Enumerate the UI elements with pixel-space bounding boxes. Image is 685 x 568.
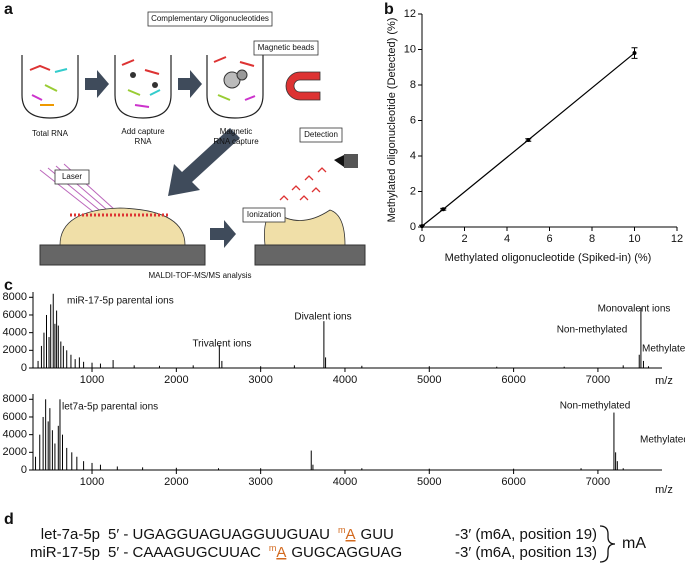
x-axis-label: m/z bbox=[655, 375, 673, 387]
y-axis-label: Methylated oligonucleotide (Detected) (%… bbox=[386, 18, 398, 223]
panel-label: b bbox=[384, 1, 394, 18]
seq-prefix: 5′ - UGAGGUAGUAGGUUGUAU bbox=[108, 526, 330, 543]
diagram-label: Add capture bbox=[121, 127, 165, 136]
diagram-label: Laser bbox=[62, 172, 82, 181]
x-tick-label: 6 bbox=[546, 233, 552, 245]
seq-suffix: GUU bbox=[361, 526, 394, 543]
x-tick-label: 4 bbox=[504, 233, 510, 245]
x-tick-label: 1000 bbox=[80, 374, 104, 386]
diagram-label: RNA bbox=[135, 137, 153, 146]
y-tick-label: 4 bbox=[410, 150, 416, 162]
point bbox=[420, 224, 424, 229]
seq-end: -3′ (m6A, position 13) bbox=[455, 544, 597, 561]
y-tick-label: 4000 bbox=[3, 429, 27, 441]
mod-base: A bbox=[276, 544, 286, 561]
x-tick-label: 0 bbox=[419, 233, 425, 245]
x-tick-label: 4000 bbox=[333, 476, 357, 488]
annotation: miR-17-5p parental ions bbox=[67, 296, 174, 307]
y-tick-label: 8 bbox=[410, 79, 416, 91]
x-tick-label: 6000 bbox=[501, 374, 525, 386]
diagram-label: Detection bbox=[304, 130, 338, 139]
annotation: Non-methylated bbox=[560, 401, 631, 412]
x-tick-label: 1000 bbox=[80, 476, 104, 488]
y-tick-label: 8000 bbox=[3, 393, 27, 405]
point bbox=[632, 51, 637, 56]
x-tick-label: 5000 bbox=[417, 476, 441, 488]
diagram-label: Complementary Oligonucleotides bbox=[151, 14, 269, 23]
diagram-label: Magnetic bbox=[220, 127, 252, 136]
x-tick-label: 7000 bbox=[586, 374, 610, 386]
seq-prefix: 5′ - CAAAGUGCUUAC bbox=[108, 544, 261, 561]
x-axis-label: m/z bbox=[655, 484, 673, 496]
diagram-label: MALDI-TOF-MS/MS analysis bbox=[149, 271, 252, 280]
diagram-label: Total RNA bbox=[32, 129, 69, 138]
panel-label: c bbox=[4, 277, 13, 294]
y-tick-label: 6 bbox=[410, 114, 416, 126]
annotation: Trivalent ions bbox=[192, 339, 251, 350]
annotation: Non-methylated bbox=[557, 325, 628, 336]
y-tick-label: 6000 bbox=[3, 309, 27, 321]
x-tick-label: 5000 bbox=[417, 374, 441, 386]
x-tick-label: 2000 bbox=[164, 476, 188, 488]
x-tick-label: 2000 bbox=[164, 374, 188, 386]
y-tick-label: 4000 bbox=[3, 327, 27, 339]
x-tick-label: 4000 bbox=[333, 374, 357, 386]
y-tick-label: 10 bbox=[404, 43, 416, 55]
x-tick-label: 6000 bbox=[501, 476, 525, 488]
annotation: Monovalent ions bbox=[598, 304, 671, 315]
diagram-label: RNA capture bbox=[213, 137, 259, 146]
y-tick-label: 12 bbox=[404, 8, 416, 20]
bracket-label: mA bbox=[622, 535, 646, 552]
y-tick-label: 0 bbox=[410, 221, 416, 233]
x-tick-label: 2 bbox=[461, 233, 467, 245]
annotation: Methylated bbox=[640, 435, 685, 446]
annotation: let7a-5p parental ions bbox=[62, 402, 158, 413]
y-tick-label: 6000 bbox=[3, 411, 27, 423]
x-tick-label: 8 bbox=[589, 233, 595, 245]
x-axis-label: Methylated oligonucleotide (Spiked-in) (… bbox=[445, 252, 652, 264]
schematic: Complementary Oligonucleotides Magnetic … bbox=[21, 11, 366, 280]
mod-sup: m bbox=[269, 543, 277, 553]
point bbox=[526, 138, 531, 143]
y-tick-label: 2000 bbox=[3, 344, 27, 356]
x-tick-label: 3000 bbox=[248, 374, 272, 386]
seq-suffix: GUGCAGGUAG bbox=[291, 544, 402, 561]
y-tick-label: 0 bbox=[21, 464, 27, 476]
series-line bbox=[421, 52, 635, 227]
y-tick-label: 8000 bbox=[3, 291, 27, 303]
sequences: let-7a-5p 5′ - UGAGGUAGUAGGUUGUAU mA GUU -… bbox=[30, 525, 646, 563]
panel-label: d bbox=[4, 511, 14, 528]
annotation: Divalent ions bbox=[294, 312, 351, 323]
mod-base: A bbox=[346, 526, 356, 543]
diagram-label: Ionization bbox=[247, 210, 281, 219]
y-tick-label: 0 bbox=[21, 362, 27, 374]
mod-sup: m bbox=[338, 525, 346, 535]
point bbox=[441, 207, 446, 212]
y-tick-label: 2000 bbox=[3, 446, 27, 458]
x-tick-label: 10 bbox=[628, 233, 640, 245]
y-tick-label: 2 bbox=[410, 185, 416, 197]
annotation: Methylated bbox=[642, 344, 685, 355]
x-tick-label: 3000 bbox=[248, 476, 272, 488]
x-tick-label: 7000 bbox=[586, 476, 610, 488]
sequence: 5′ - CAAAGUGCUUAC mA GUGCAGGUAG bbox=[108, 543, 402, 561]
x-tick-label: 12 bbox=[671, 233, 683, 245]
diagram-label: Magnetic beads bbox=[258, 43, 314, 52]
row-name: miR-17-5p bbox=[30, 544, 100, 561]
row-name: let-7a-5p bbox=[41, 526, 100, 543]
sequence: 5′ - UGAGGUAGUAGGUUGUAU mA GUU bbox=[108, 525, 394, 543]
seq-end: -3′ (m6A, position 19) bbox=[455, 526, 597, 543]
panel-label: a bbox=[4, 1, 13, 18]
